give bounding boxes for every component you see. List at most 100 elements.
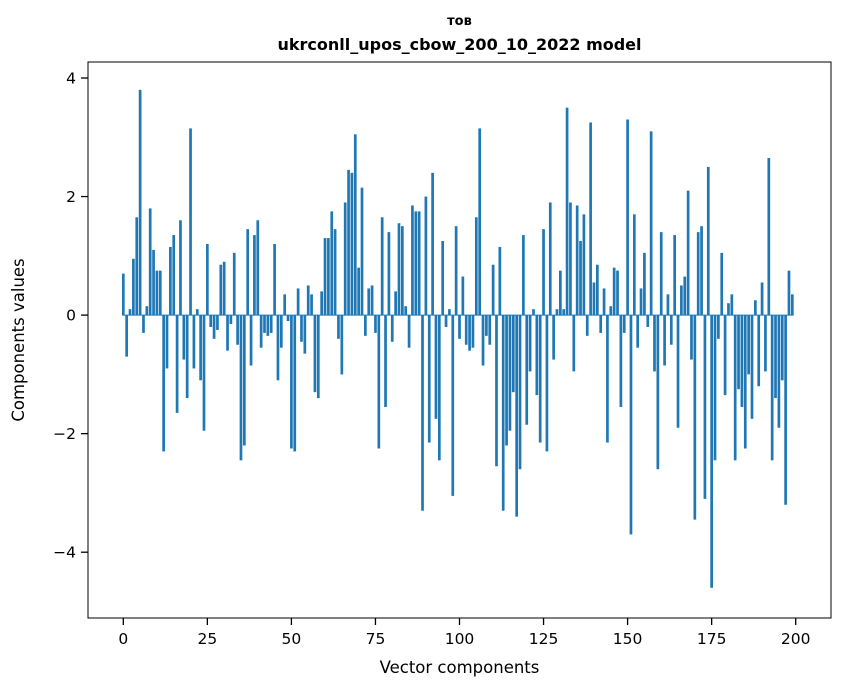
bar (397, 223, 401, 316)
bar (206, 243, 209, 316)
bar (216, 315, 219, 330)
bar (582, 214, 586, 316)
bar (616, 270, 619, 316)
bar (737, 315, 740, 390)
x-tick-label: 25 (197, 630, 217, 648)
bar (320, 291, 323, 316)
bar (303, 315, 307, 354)
bar (182, 315, 186, 360)
bar (253, 235, 256, 316)
bar (780, 315, 784, 381)
bar (128, 309, 132, 316)
bar (659, 232, 663, 316)
bar (764, 315, 767, 372)
bar (548, 202, 552, 316)
bar (481, 315, 485, 366)
bar (680, 285, 683, 316)
bar (239, 315, 243, 461)
bar (565, 107, 569, 316)
bar (730, 294, 734, 316)
bar (310, 294, 313, 316)
bar (448, 309, 451, 316)
bars-group (121, 89, 794, 588)
bar (286, 315, 290, 322)
bar (387, 232, 391, 316)
bar (518, 315, 522, 470)
bar (364, 315, 367, 336)
bar (505, 315, 508, 446)
bar (636, 315, 640, 348)
bar (760, 282, 764, 316)
y-axis-label: Components values (9, 258, 28, 421)
bar (626, 119, 629, 316)
bar (703, 315, 707, 499)
bar (632, 214, 636, 316)
bar (474, 217, 478, 316)
bar (256, 220, 260, 316)
bar (639, 288, 643, 316)
bar (501, 315, 505, 511)
bar (669, 315, 673, 345)
axes-title: ukrconll_upos_cbow_200_10_2022 model (277, 35, 641, 54)
bar (195, 309, 199, 316)
bar (283, 294, 287, 316)
bar (525, 315, 529, 425)
bar (138, 89, 142, 316)
bar (498, 246, 502, 316)
bar (424, 196, 428, 316)
bar (777, 315, 781, 428)
bar (683, 276, 687, 316)
bar (374, 315, 377, 333)
bar (612, 267, 616, 316)
x-tick-label: 100 (445, 630, 475, 648)
bar (404, 306, 408, 316)
bar (323, 238, 327, 316)
bar (774, 315, 777, 399)
bar (434, 315, 438, 419)
bar (575, 205, 579, 316)
bar (495, 315, 498, 467)
bar (750, 315, 754, 419)
bar (622, 315, 626, 333)
bar (693, 315, 697, 520)
bar (713, 315, 717, 461)
bar (175, 315, 179, 413)
bar (723, 315, 727, 396)
bar (347, 169, 350, 316)
bar (522, 235, 525, 316)
y-tick-label: −4 (53, 544, 76, 562)
bar (468, 315, 471, 351)
bar (390, 315, 394, 342)
x-tick-label: 175 (697, 630, 727, 648)
bar (293, 315, 297, 452)
bar (485, 315, 488, 336)
bar (229, 315, 233, 324)
bar (306, 285, 310, 316)
bar (162, 315, 165, 452)
bar (290, 315, 293, 449)
bar (646, 315, 650, 327)
bar (754, 300, 757, 316)
bar (629, 315, 633, 535)
bar (384, 315, 387, 407)
bar (269, 315, 273, 333)
bar (279, 315, 283, 348)
bar (367, 288, 371, 316)
bar (596, 264, 599, 316)
bar (185, 315, 189, 399)
bar (619, 315, 623, 407)
bar (333, 229, 337, 316)
bar (212, 315, 216, 339)
bar (401, 226, 404, 316)
bar (508, 315, 512, 431)
bar (236, 315, 239, 345)
bar (125, 315, 129, 357)
bar (316, 315, 320, 399)
bar (609, 306, 613, 316)
bar (219, 264, 223, 316)
bar (733, 315, 737, 461)
bar (202, 315, 206, 431)
bar (727, 303, 730, 316)
bar (511, 315, 515, 393)
x-tick-label: 125 (529, 630, 559, 648)
